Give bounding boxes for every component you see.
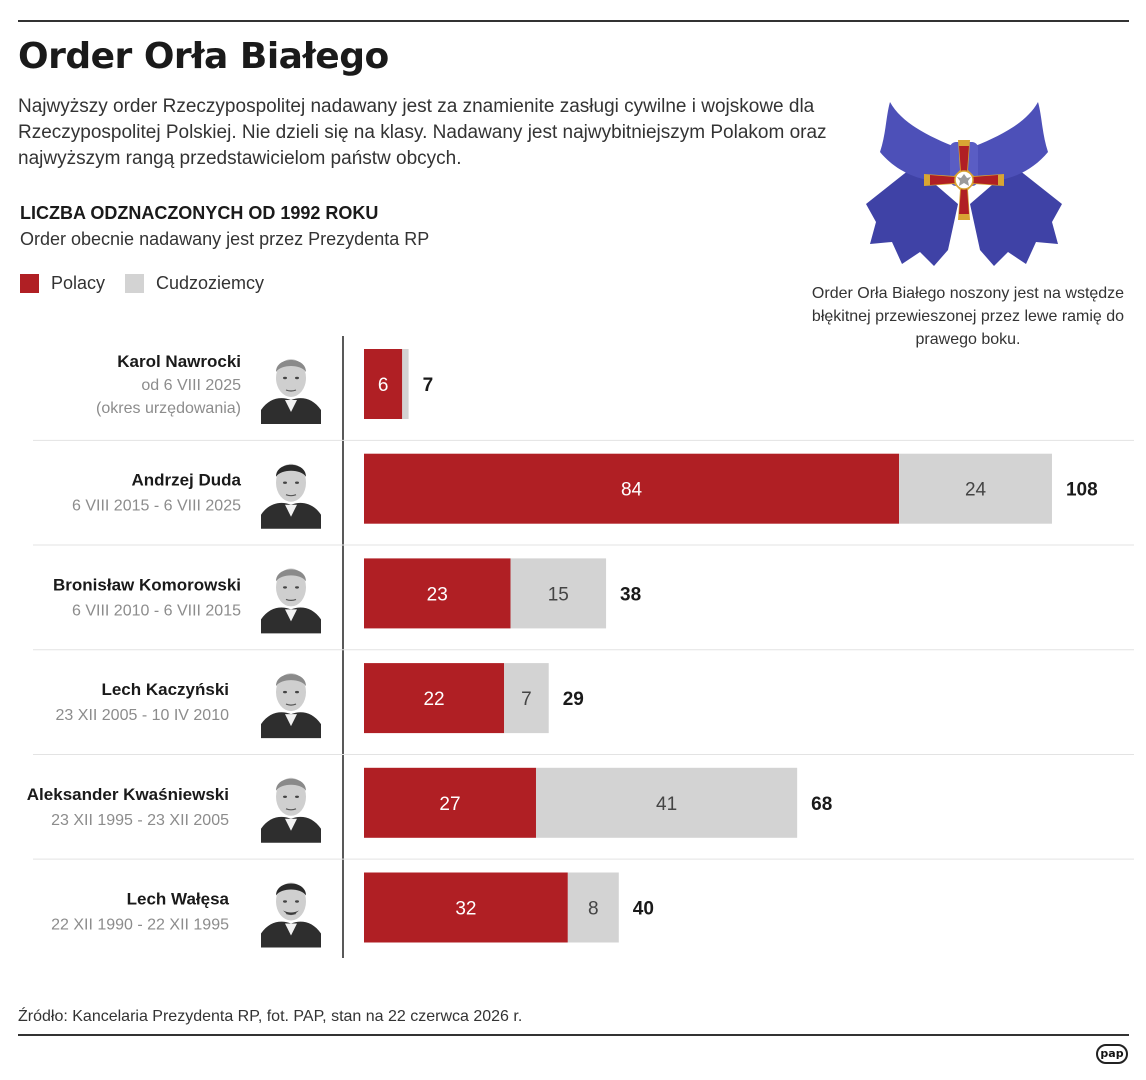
term-dates: 6 VIII 2015 - 6 VIII 2025: [72, 498, 241, 515]
bar-value-label: 7: [521, 689, 532, 710]
bar-value-label: 23: [427, 584, 448, 605]
bar-total-label: 68: [811, 794, 832, 815]
top-rule: [18, 20, 1129, 22]
bar-polacy: [364, 349, 403, 419]
bar-cudzoziemcy: [402, 349, 409, 419]
bar-cudzoziemcy: [504, 663, 549, 734]
bar-value-label: 32: [455, 899, 476, 920]
portrait-photo: [261, 658, 321, 739]
bar-value-label: 22: [423, 689, 444, 710]
bar-polacy: [364, 558, 511, 629]
bar-polacy: [364, 663, 505, 734]
president-name: Andrzej Duda: [131, 471, 241, 490]
intro-text: Najwyższy order Rzeczypospolitej nadawan…: [18, 96, 827, 169]
ribbon-right-loop: [968, 102, 1048, 182]
legend-swatch-polacy: [20, 273, 39, 293]
bar-value-label: 15: [548, 584, 569, 605]
bar-value-label: 84: [621, 480, 643, 501]
bar-total-label: 108: [1066, 480, 1098, 501]
term-dates: 23 XII 2005 - 10 IV 2010: [56, 707, 230, 724]
bar-total-label: 40: [633, 899, 654, 920]
bar-value-label: 27: [439, 794, 460, 815]
bar-value-label: 24: [965, 480, 987, 501]
bar-total-label: 7: [423, 375, 434, 396]
chart-title: LICZBA ODZNACZONYCH OD 1992 ROKU: [20, 203, 379, 223]
president-name: Karol Nawrocki: [117, 352, 241, 371]
term-dates: 6 VIII 2010 - 6 VIII 2015: [72, 602, 241, 619]
bar-value-label: 6: [378, 375, 389, 396]
bar-polacy: [364, 767, 536, 838]
pap-logo: pap: [1096, 1044, 1128, 1064]
cross-icon: [924, 140, 1004, 220]
bar-total-label: 38: [620, 584, 641, 605]
portrait-photo: [261, 344, 321, 424]
legend-item-polacy: Polacy: [20, 273, 105, 293]
president-name: Lech Kaczyński: [101, 680, 229, 699]
term-dates: 22 XII 1990 - 22 XII 1995: [51, 917, 229, 934]
president-name: Aleksander Kwaśniewski: [27, 785, 229, 804]
bar-cudzoziemcy: [567, 872, 619, 943]
badge-caption: Order Orła Białego noszony jest na wstęd…: [811, 285, 1125, 348]
ribbon-right-tail: [970, 166, 1062, 266]
portrait-photo: [261, 553, 321, 634]
bottom-rule: [18, 1034, 1129, 1036]
bar-polacy: [364, 453, 900, 524]
term-dates: 23 XII 1995 - 23 XII 2005: [51, 812, 229, 829]
ribbon-left-tail: [866, 166, 958, 266]
source-note: Źródło: Kancelaria Prezydenta RP, fot. P…: [18, 1008, 523, 1025]
order-badge-image: [866, 102, 1062, 266]
bar-value-label: 8: [588, 899, 599, 920]
portrait-photo: [261, 762, 321, 843]
ribbon-left-loop: [880, 102, 960, 182]
legend-label-polacy: Polacy: [51, 272, 106, 293]
page-title: Order Orła Białego: [18, 36, 389, 77]
term-dates: od 6 VIII 2025: [141, 377, 241, 394]
legend-item-cudzoziemcy: Cudzoziemcy: [125, 273, 264, 293]
bar-value-label: 41: [656, 794, 677, 815]
president-name: Bronisław Komorowski: [53, 575, 241, 594]
term-note: (okres urzędowania): [96, 400, 241, 417]
bar-total-label: 29: [563, 689, 584, 710]
bar-cudzoziemcy: [899, 453, 1052, 524]
portrait-photo: [261, 867, 321, 948]
portrait-photo: [261, 448, 321, 529]
president-name: Lech Wałęsa: [127, 890, 230, 909]
bar-cudzoziemcy: [510, 558, 607, 629]
bar-polacy: [364, 872, 568, 943]
bar-cudzoziemcy: [535, 767, 798, 838]
stacked-bar-chart: Karol Nawrocki od 6 VIII 2025 (okres urzęd…: [27, 336, 1134, 958]
legend-label-cudzoziemcy: Cudzoziemcy: [156, 272, 265, 293]
legend-swatch-cudzoziemcy: [125, 273, 144, 293]
chart-subtitle: Order obecnie nadawany jest przez Prezyd…: [20, 229, 430, 249]
